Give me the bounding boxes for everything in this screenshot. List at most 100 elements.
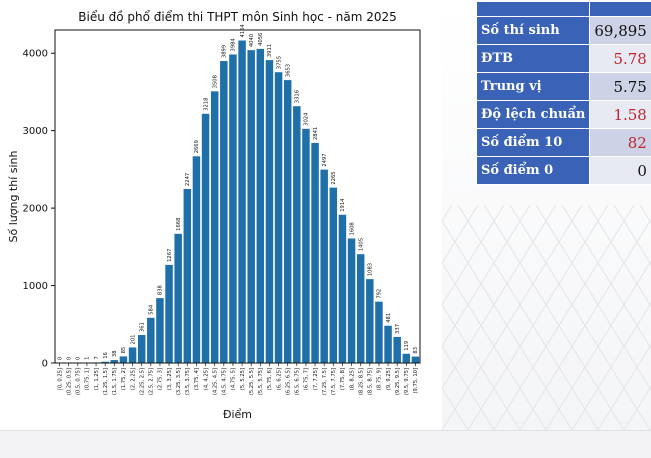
floor-grid-line bbox=[442, 205, 468, 430]
x-tick-label: (4.75, 5] bbox=[231, 368, 237, 390]
y-axis-label: Số lượng thí sinh bbox=[7, 150, 20, 242]
x-tick-label: (0.25, 0.5] bbox=[66, 368, 72, 395]
bar-value-label: 4164 bbox=[240, 24, 246, 38]
bar bbox=[293, 106, 300, 363]
x-tick-label: (7.5, 7.75] bbox=[331, 368, 337, 395]
x-tick-label: (7, 7.25] bbox=[313, 368, 319, 390]
bar-value-label: 3899 bbox=[222, 45, 228, 58]
bar bbox=[184, 189, 191, 363]
bar-value-label: 2247 bbox=[185, 173, 191, 186]
bar-value-label: 16 bbox=[103, 352, 109, 359]
bar-value-label: 1914 bbox=[340, 198, 346, 212]
bar-value-label: 3508 bbox=[212, 75, 218, 88]
bar bbox=[330, 188, 337, 363]
x-tick-label: (8.5, 8.75] bbox=[368, 368, 374, 395]
stats-row: Số điểm 10 82 bbox=[477, 129, 651, 157]
bar bbox=[311, 143, 318, 363]
stats-row: Trung vị 5.75 bbox=[477, 73, 651, 101]
bar bbox=[375, 302, 382, 363]
bar-value-label: 584 bbox=[149, 304, 155, 315]
x-tick-label: (9.5, 9.75] bbox=[404, 368, 410, 395]
bar-value-label: 201 bbox=[130, 335, 136, 345]
x-tick-label: (2.5, 2.75] bbox=[149, 368, 155, 395]
stat-value: 5.75 bbox=[590, 73, 651, 101]
bar bbox=[174, 234, 181, 363]
bar bbox=[412, 357, 419, 363]
bar bbox=[238, 41, 245, 363]
floor-grid-line bbox=[484, 205, 624, 430]
x-tick-label: (8.25, 8.5] bbox=[358, 368, 364, 395]
y-tick-label: 1000 bbox=[23, 281, 48, 292]
bar-value-label: 1083 bbox=[368, 263, 374, 276]
bar-value-label: 1267 bbox=[167, 249, 173, 262]
x-tick-label: (5.5, 5.75] bbox=[258, 368, 264, 395]
stats-row: Số điểm 0 0 bbox=[477, 157, 651, 185]
floor-grid-line bbox=[510, 205, 650, 430]
x-tick-label: (3.75, 4] bbox=[194, 368, 200, 390]
floor-grid-line bbox=[520, 205, 651, 430]
x-axis-label: Điểm bbox=[223, 408, 252, 421]
x-tick-label: (3.5, 3.75] bbox=[185, 368, 191, 395]
bar bbox=[393, 337, 400, 363]
bar bbox=[220, 61, 227, 363]
x-tick-label: (6.25, 6.5] bbox=[285, 368, 291, 395]
stats-header-cell bbox=[590, 2, 651, 17]
x-tick-label: (2.75, 3] bbox=[158, 368, 164, 390]
score-distribution-chart: Biểu đồ phổ điểm thi THPT môn Sinh học -… bbox=[0, 0, 442, 430]
bar-value-label: 0 bbox=[57, 357, 63, 360]
bar bbox=[348, 238, 355, 363]
bar-value-label: 1668 bbox=[176, 218, 182, 231]
chart-title: Biểu đồ phổ điểm thi THPT môn Sinh học -… bbox=[78, 10, 397, 24]
bar bbox=[138, 335, 145, 363]
stat-label: Trung vị bbox=[477, 73, 590, 101]
stats-header-cell bbox=[477, 2, 590, 17]
statistics-table: Số thí sinh 69,895 ĐTB 5.78 Trung vị 5.7… bbox=[476, 1, 651, 185]
bar-value-label: 3755 bbox=[276, 56, 282, 69]
bar-value-label: 481 bbox=[386, 313, 392, 323]
stat-label: Số thí sinh bbox=[477, 17, 590, 45]
x-tick-label: (4, 4.25] bbox=[203, 368, 209, 390]
stats-header-row bbox=[477, 2, 651, 17]
x-tick-label: (9.75, 10] bbox=[413, 368, 419, 394]
bar-value-label: 38 bbox=[112, 350, 118, 357]
floor-grid-line bbox=[442, 205, 520, 430]
x-tick-label: (1.25, 1.5] bbox=[103, 368, 109, 395]
bar-value-label: 3024 bbox=[304, 112, 310, 126]
bar-value-label: 4056 bbox=[258, 33, 264, 46]
x-tick-label: (9, 9.25] bbox=[386, 368, 392, 390]
stat-value: 69,895 bbox=[590, 17, 651, 45]
bar bbox=[284, 80, 291, 363]
bar bbox=[403, 354, 410, 363]
bar-value-label: 3911 bbox=[267, 44, 273, 57]
decorative-floor-grid bbox=[442, 205, 651, 430]
bar bbox=[275, 72, 282, 363]
floor-grid-line bbox=[442, 205, 546, 430]
y-tick-label: 4000 bbox=[23, 49, 48, 60]
floor-grid-line bbox=[624, 205, 651, 430]
x-tick-label: (5.25, 5.5] bbox=[249, 368, 255, 395]
bar-value-label: 85 bbox=[121, 347, 127, 354]
bar-value-label: 0 bbox=[66, 357, 72, 360]
bar bbox=[129, 347, 136, 363]
bar-value-label: 3316 bbox=[295, 90, 301, 103]
bar-value-label: 0 bbox=[76, 357, 82, 360]
bar bbox=[165, 265, 172, 363]
floor-grid-line bbox=[468, 205, 608, 430]
plot-frame bbox=[55, 30, 420, 363]
x-tick-label: (2.25, 2.5] bbox=[139, 368, 145, 395]
x-tick-label: (0.5, 0.75] bbox=[76, 368, 82, 395]
floor-grid-line bbox=[494, 205, 634, 430]
x-tick-label: (7.75, 8] bbox=[340, 368, 346, 390]
stat-value: 5.78 bbox=[590, 45, 651, 73]
stat-label: Số điểm 0 bbox=[477, 157, 590, 185]
bar bbox=[266, 60, 273, 363]
x-tick-label: (9.25, 9.5] bbox=[395, 368, 401, 395]
x-tick-label: (6, 6.25] bbox=[276, 368, 282, 390]
bar bbox=[147, 318, 154, 363]
stat-label: Số điểm 10 bbox=[477, 129, 590, 157]
bar-value-label: 838 bbox=[158, 285, 164, 295]
bar bbox=[257, 49, 264, 363]
x-tick-label: (1, 1.25] bbox=[94, 368, 100, 390]
y-tick-label: 2000 bbox=[23, 204, 48, 215]
bar bbox=[339, 215, 346, 363]
